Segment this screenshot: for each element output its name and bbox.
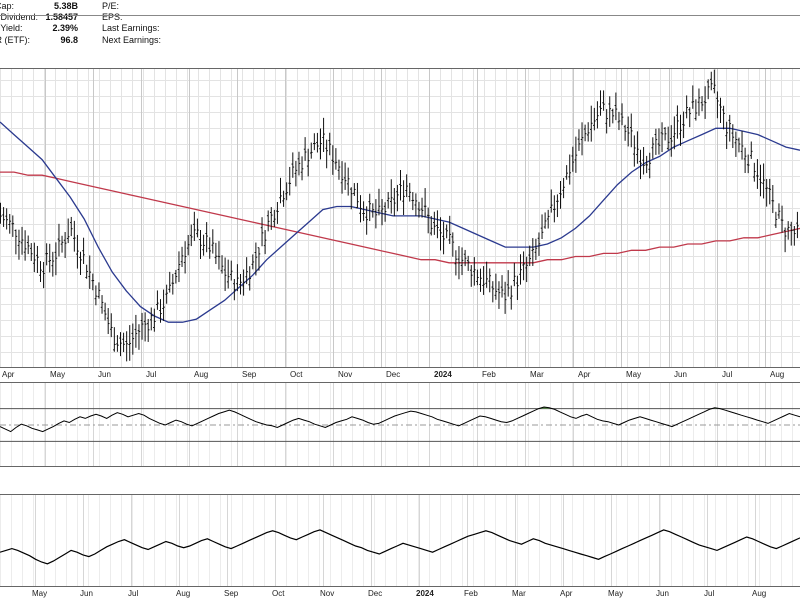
x-tick-label: May: [32, 589, 47, 598]
x-tick-label: Oct: [272, 589, 285, 598]
moving-average-short-line: [0, 121, 800, 323]
x-tick-label: Jun: [98, 370, 111, 379]
x-tick-label: Jul: [128, 589, 138, 598]
info-value: 2.39%: [52, 23, 78, 33]
x-tick-label: Dec: [386, 370, 400, 379]
oscillator-line: [0, 406, 800, 433]
x-tick-label: Apr: [2, 370, 15, 379]
x-tick-label: Oct: [290, 370, 303, 379]
x-tick-label: Jul: [722, 370, 732, 379]
x-tick-label: Apr: [578, 370, 591, 379]
info-panel: t Cap: 5.38B P/E: rd Dividend: 1.58457 E…: [0, 0, 800, 68]
x-tick-label: Feb: [482, 370, 496, 379]
x-tick-label: Nov: [338, 370, 352, 379]
osc2-grid: [0, 495, 793, 586]
info-label: rd Yield:: [0, 23, 23, 33]
x-tick-label: Dec: [368, 589, 382, 598]
x-tick-label: May: [50, 370, 65, 379]
osc2-group: [0, 529, 800, 565]
osc1-group: [0, 406, 800, 433]
price-ma-long-group: [0, 171, 800, 264]
x-tick-label: Jul: [704, 589, 714, 598]
price-grid: [0, 69, 800, 367]
x-tick-label: Mar: [530, 370, 544, 379]
info-value: 1.58457: [45, 12, 78, 22]
x-tick-label: 2024: [416, 589, 434, 598]
x-tick-label: Jun: [656, 589, 669, 598]
x-tick-label: Feb: [464, 589, 478, 598]
oscillator-2-line: [0, 529, 800, 565]
x-tick-label: Mar: [512, 589, 526, 598]
info-label: t Cap:: [0, 1, 15, 11]
x-tick-label: Aug: [176, 589, 190, 598]
x-tick-label: May: [608, 589, 623, 598]
info-right-label: Next Earnings:: [102, 35, 162, 45]
x-tick-label: 2024: [434, 370, 452, 379]
x-tick-label: Apr: [560, 589, 573, 598]
price-bars: [0, 69, 799, 362]
osc1-grid: [0, 383, 800, 466]
info-label: TR (ETF):: [0, 35, 30, 45]
info-right-label: EPS:: [102, 12, 123, 22]
x-tick-label: Aug: [770, 370, 784, 379]
x-tick-label: Sep: [242, 370, 257, 379]
moving-average-long-line: [0, 171, 800, 264]
info-label: rd Dividend:: [0, 12, 39, 22]
price-ma-short-group: [0, 121, 800, 323]
x-tick-label: Jun: [80, 589, 93, 598]
x-tick-label: Aug: [194, 370, 208, 379]
x-tick-label: Aug: [752, 589, 766, 598]
x-tick-label: May: [626, 370, 641, 379]
x-tick-label: Nov: [320, 589, 334, 598]
info-right-label: P/E:: [102, 1, 120, 11]
x-axis-price: Apr May Jun Jul Aug Sep Oct Nov Dec 2024 Feb Mar Apr…: [2, 370, 784, 379]
info-right-label: Last Earnings:: [102, 23, 160, 33]
x-tick-label: Sep: [224, 589, 239, 598]
x-tick-label: Jun: [674, 370, 687, 379]
info-value: 5.38B: [53, 1, 78, 11]
info-value: 96.8: [60, 35, 78, 45]
x-axis-osc2: May Jun Jul Aug Sep Oct Nov Dec 2024 Feb Mar Apr May…: [32, 589, 766, 598]
x-tick-label: Jul: [146, 370, 156, 379]
